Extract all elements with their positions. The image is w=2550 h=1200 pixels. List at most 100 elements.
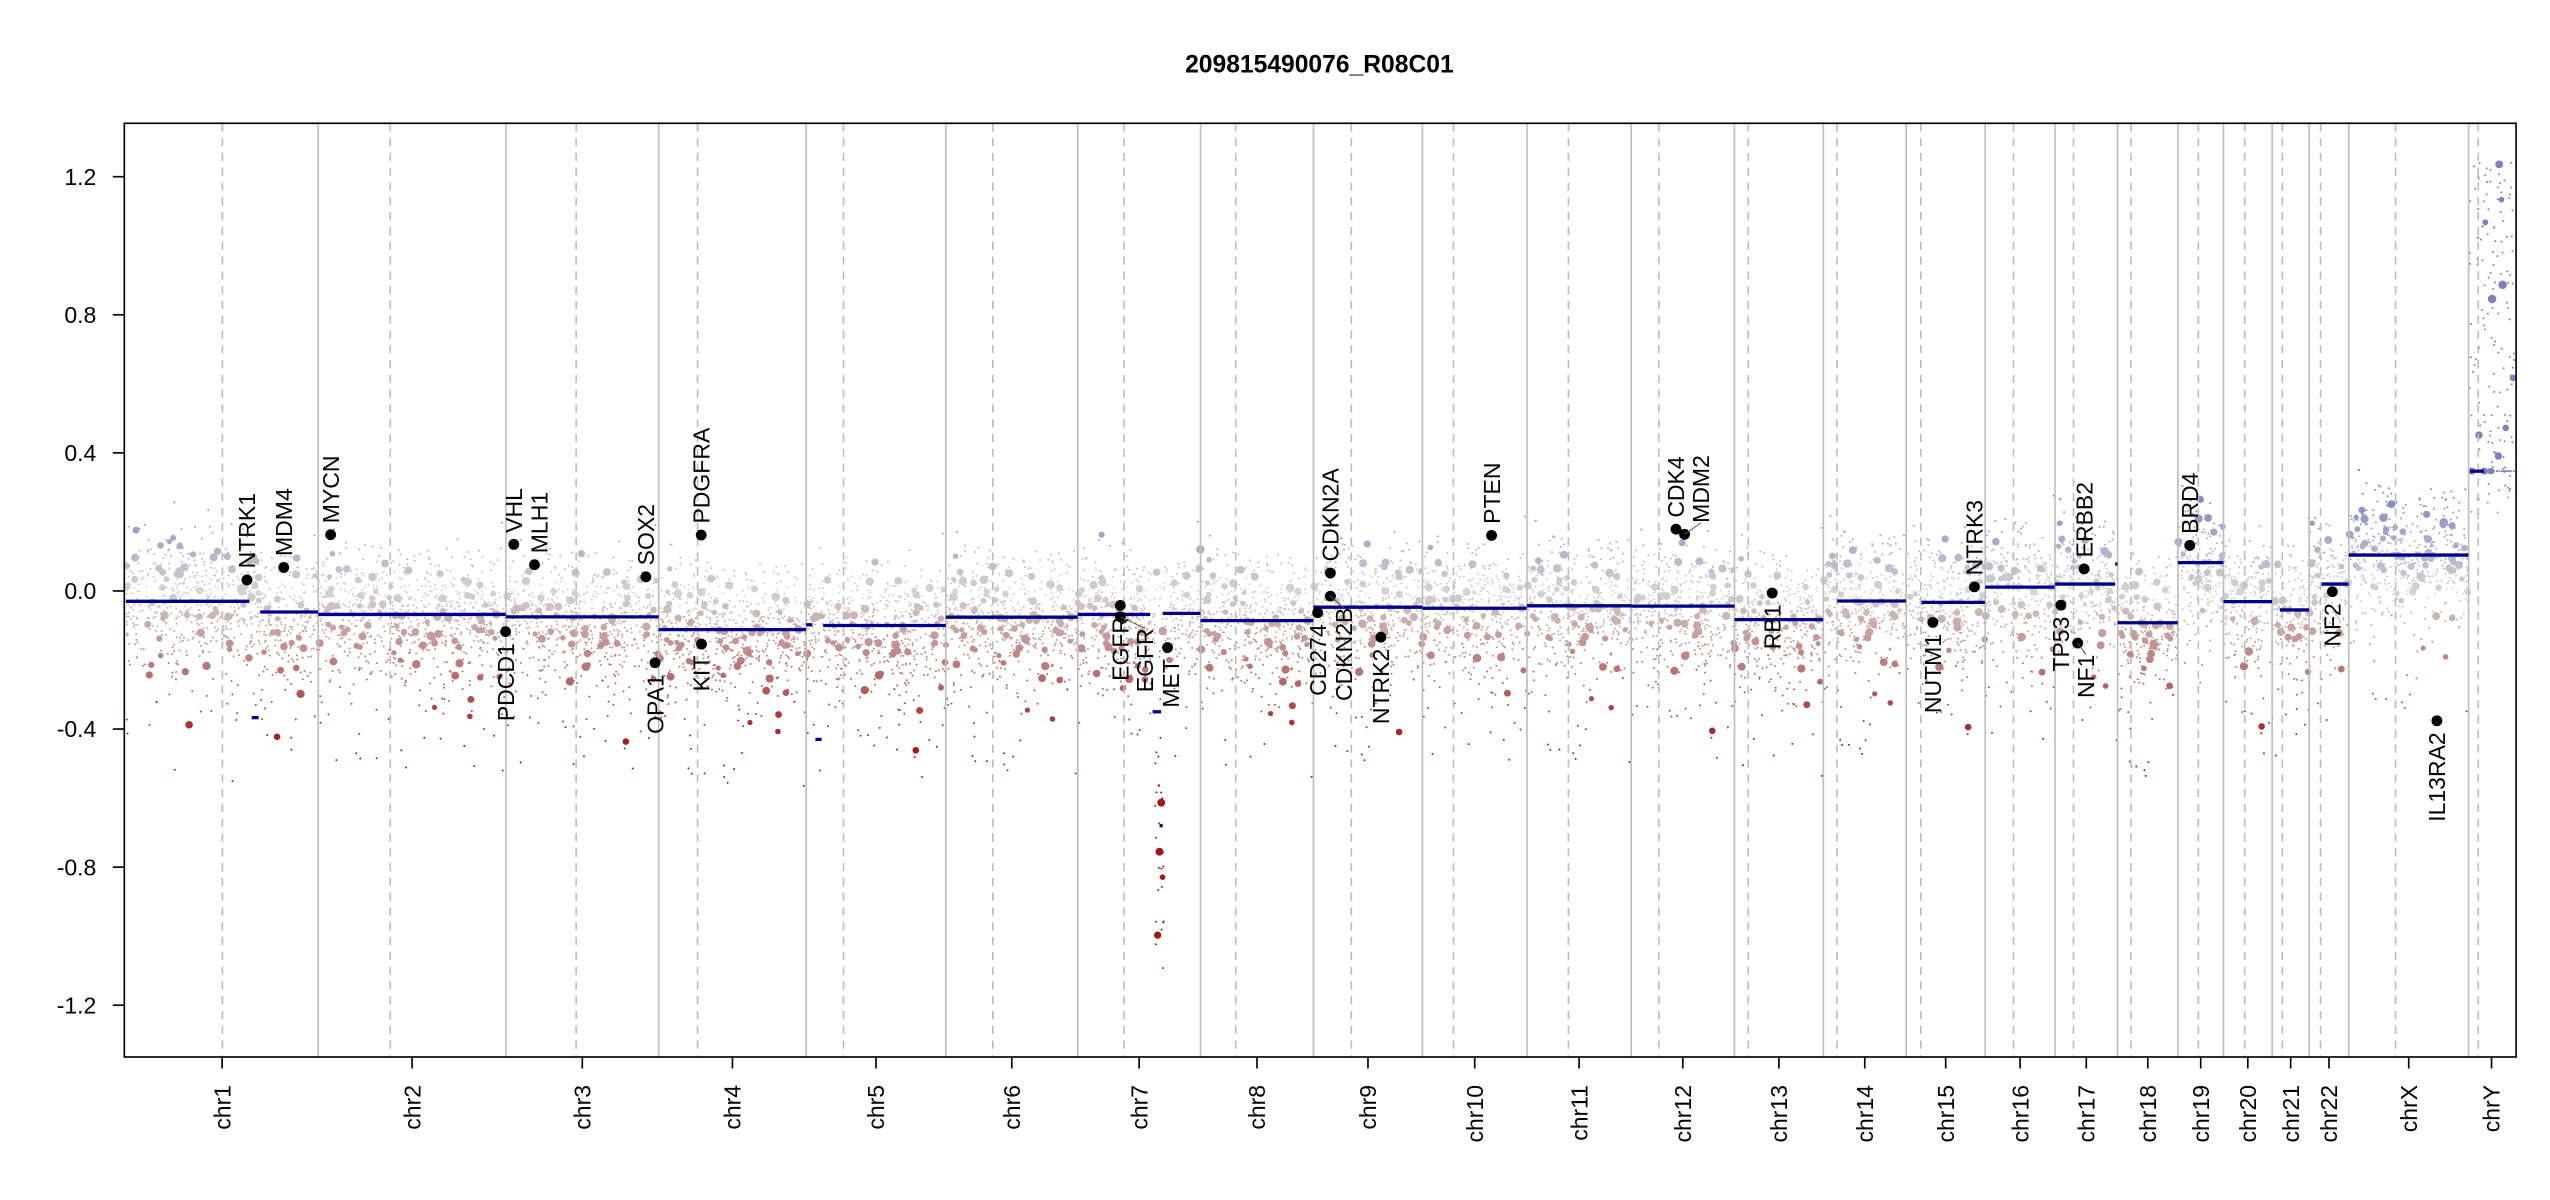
probe-point [1136,733,1139,736]
probe-point [145,585,148,588]
probe-point [818,547,821,550]
probe-point [977,595,980,598]
probe-point [873,678,876,681]
probe-point [614,675,617,678]
probe-point [1152,615,1155,618]
probe-point [584,641,587,644]
probe-point [623,594,626,597]
probe-point [469,558,472,561]
probe-point [165,633,168,636]
probe-point [880,715,883,718]
probe-point [640,626,643,629]
probe-point [132,615,135,618]
probe-point [203,583,206,586]
probe-point [891,626,894,629]
probe-point [1157,755,1160,758]
probe-point [511,638,514,641]
probe-point [1116,658,1119,661]
probe-point [980,664,983,667]
probe-point [507,588,510,590]
probe-point [1291,564,1294,567]
probe-point [822,587,825,589]
probe-point [554,581,557,584]
probe-point [1267,703,1270,706]
probe-point [513,672,516,674]
probe-point [197,609,200,612]
probe-point [242,618,245,621]
probe-point [394,623,400,629]
probe-point [796,618,799,621]
probe-point [1093,638,1096,641]
probe-point [1290,685,1293,688]
probe-point [1149,599,1152,602]
probe-point [871,558,879,566]
probe-point [969,589,972,592]
probe-point [947,598,950,601]
probe-point [456,538,459,541]
probe-point [1237,552,1240,555]
probe-point [521,575,524,577]
probe-point [734,686,736,689]
probe-point [425,578,428,581]
probe-point [1095,591,1098,594]
probe-point [518,631,521,634]
probe-point [938,684,944,691]
probe-point [1356,649,1359,652]
probe-point [430,635,436,642]
probe-point [330,624,337,631]
probe-point [741,632,744,635]
probe-point [203,564,206,566]
probe-point [358,669,361,672]
probe-point [541,562,544,565]
probe-point [160,634,163,636]
probe-point [1310,652,1313,655]
probe-point [722,592,724,595]
probe-point [1278,677,1287,686]
probe-point [527,594,530,597]
probe-point [644,624,647,627]
probe-point [420,584,423,587]
probe-point [554,602,563,611]
probe-point [917,595,920,598]
probe-point [409,667,412,670]
probe-point [859,633,862,636]
probe-point [722,568,725,571]
probe-point [534,605,537,608]
probe-point [1255,641,1258,644]
probe-point [790,638,793,641]
probe-point [586,641,589,644]
probe-point [187,558,190,561]
probe-point [1094,568,1097,571]
probe-point [608,663,611,666]
probe-point [645,667,648,670]
probe-point [236,649,239,652]
probe-point [532,631,538,637]
probe-point [1298,670,1301,673]
probe-point [1244,610,1247,613]
probe-point [1253,590,1256,593]
probe-point [310,567,313,570]
probe-point [850,611,858,620]
probe-point [1057,552,1060,555]
probe-point [824,614,827,617]
probe-point [512,592,515,595]
probe-point [977,657,980,660]
probe-point [213,567,216,570]
probe-point [699,624,701,627]
probe-point [288,574,291,577]
probe-point [360,619,363,622]
probe-point [550,625,553,628]
probe-point [733,655,736,658]
probe-point [177,590,180,593]
probe-point [806,732,809,735]
probe-point [263,575,266,578]
probe-point [1103,605,1106,608]
probe-point [949,592,958,601]
probe-point [803,711,806,714]
probe-point [424,709,427,712]
probe-point [655,625,658,628]
probe-point [338,686,341,689]
probe-point [144,663,147,666]
probe-point [273,733,281,741]
probe-point [362,642,365,645]
